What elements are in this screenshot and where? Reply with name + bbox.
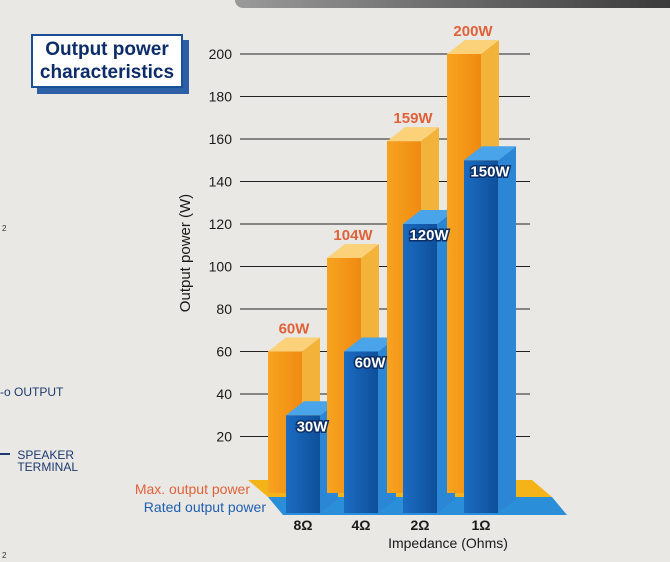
y-tick-label-40: 40	[216, 386, 232, 402]
max-value-label-3: 200W	[453, 23, 493, 40]
arrow-right-icon	[0, 453, 10, 455]
rated-bar-3-side	[498, 146, 516, 513]
x-tick-label-2: 2Ω	[410, 517, 429, 533]
max-bar-3-top	[447, 40, 499, 54]
rated-bar-1-top	[344, 337, 396, 352]
rated-value-label-0: 30W	[297, 418, 329, 435]
top-decor-strip	[235, 0, 670, 8]
legend-rated-output: Rated output power	[144, 499, 267, 515]
y-tick-label-140: 140	[209, 174, 233, 190]
rated-bar-2-front	[403, 224, 437, 513]
max-bar-2-top	[387, 127, 439, 142]
x-tick-label-3: 1Ω	[471, 517, 490, 533]
chart-title-box: Output power characteristics	[31, 34, 183, 88]
rated-value-label-2: 120W	[409, 227, 449, 244]
y-tick-label-180: 180	[209, 89, 233, 105]
labels-layer: 60W 30W 8Ω 104W 60W 4Ω 159W 120W 2Ω 200W 150W 1Ω	[279, 23, 512, 533]
y-tick-label-120: 120	[209, 216, 233, 232]
rated-bar-1-front	[344, 351, 378, 513]
max-bar-0-top	[268, 337, 320, 352]
output-connector-icon: -o	[0, 385, 15, 399]
y-tick-label-200: 200	[209, 46, 233, 62]
speaker-terminal-label: SPEAKER TERMINAL	[0, 449, 78, 473]
rated-bar-0-top	[286, 401, 338, 416]
bars-layer	[268, 40, 516, 513]
y-tick-label-60: 60	[216, 344, 232, 360]
x-axis-label: Impedance (Ohms)	[388, 535, 508, 551]
y-tick-label-20: 20	[216, 429, 232, 445]
max-value-label-1: 104W	[333, 227, 373, 244]
chart-title-line1: Output power	[45, 39, 169, 60]
legend-max-output: Max. output power	[135, 481, 251, 497]
speaker-label-line2: TERMINAL	[17, 460, 79, 474]
speaker-label-line1: SPEAKER	[17, 448, 75, 462]
y-tick-label-160: 160	[209, 131, 233, 147]
side-mark-upper: 2	[2, 224, 7, 233]
rated-bar-0-front	[286, 415, 320, 513]
max-value-label-2: 159W	[393, 110, 433, 127]
rated-bar-3-top	[464, 146, 516, 161]
max-bar-1-top	[327, 244, 379, 258]
rated-bar-3-front	[464, 160, 498, 513]
side-mark-lower: 2	[2, 551, 7, 560]
x-tick-label-1: 4Ω	[351, 517, 370, 533]
y-tick-label-100: 100	[209, 259, 233, 275]
x-tick-label-0: 8Ω	[293, 517, 312, 533]
chart-title-line2: characteristics	[39, 62, 175, 83]
rated-value-label-1: 60W	[355, 355, 387, 372]
y-tick-label-80: 80	[216, 301, 232, 317]
max-value-label-0: 60W	[279, 321, 311, 338]
rated-bar-2-top	[403, 210, 455, 224]
y-axis-label: Output power (W)	[177, 194, 194, 312]
output-label-text: OUTPUT	[14, 385, 64, 399]
rated-value-label-3: 150W	[470, 163, 510, 180]
output-port-label: -o OUTPUT	[0, 386, 63, 398]
